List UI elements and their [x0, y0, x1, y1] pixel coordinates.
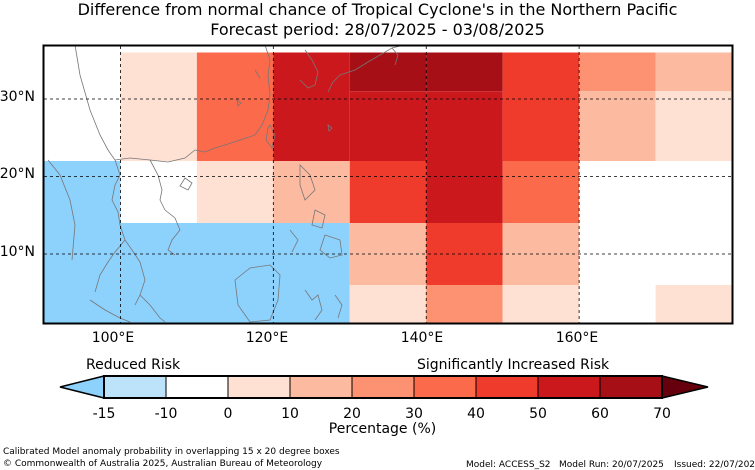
grid-cell [502, 285, 580, 323]
colorbar-axis-label: Percentage (%) [328, 421, 437, 437]
grid-cell [426, 114, 503, 161]
colorbar-tick: 0 [223, 406, 233, 422]
grid-cell [579, 52, 656, 92]
map-frame [42, 44, 734, 325]
footer-issued: Issued: 22/07/2025 [674, 460, 755, 470]
colorbar-tick: 70 [653, 406, 671, 422]
grid-cell [579, 285, 656, 323]
colorbar-tick: 60 [591, 406, 609, 422]
grid-cell [273, 161, 350, 223]
grid-cell [655, 285, 732, 323]
colorbar-tick: 40 [467, 406, 485, 422]
lon-label-120: 120°E [245, 330, 289, 346]
grid-cell [502, 161, 580, 223]
anomaly-grid [44, 52, 732, 323]
grid-cell [349, 52, 427, 92]
colorbar-bin [599, 375, 663, 399]
grid-cell [349, 114, 427, 161]
colorbar-bin [413, 375, 477, 399]
increased-risk-label: Significantly Increased Risk [417, 357, 610, 373]
chart-title: Difference from normal chance of Tropica… [77, 0, 678, 19]
grid-cell [655, 52, 732, 92]
colorbar-bin [475, 375, 539, 399]
colorbar-bin [537, 375, 601, 399]
lon-label-140: 140°E [400, 330, 444, 346]
colorbar-tick: 20 [343, 406, 361, 422]
grid-cell [502, 52, 580, 115]
grid-cell [349, 91, 427, 115]
grid-cell [44, 161, 121, 223]
grid-cell [196, 114, 274, 161]
grid-cell [120, 52, 197, 115]
lon-label-160: 160°E [555, 330, 599, 346]
grid-cell [349, 285, 427, 323]
colorbar-over-arrow [661, 375, 709, 399]
grid-cell [44, 223, 350, 323]
grid-cell [579, 91, 656, 161]
lat-label-30: 30°N [0, 89, 35, 105]
colorbar-bin [289, 375, 353, 399]
lat-label-10: 10°N [0, 244, 35, 260]
colorbar-bin [351, 375, 415, 399]
colorbar-bin [227, 375, 291, 399]
grid-cell [502, 114, 580, 161]
grid-cell [273, 52, 350, 115]
grid-cell [120, 161, 197, 223]
grid-cell [349, 161, 427, 223]
grid-cell [426, 52, 503, 92]
colorbar-tick: 30 [405, 406, 423, 422]
grid-cell [426, 91, 503, 115]
colorbar-tick: 10 [281, 406, 299, 422]
grid-cell [273, 114, 350, 161]
grid-cell [120, 114, 197, 161]
footer-model: Model: ACCESS_S2 [466, 460, 551, 470]
colorbar-tick: 50 [529, 406, 547, 422]
grid-cell [426, 285, 503, 323]
lat-label-20: 20°N [0, 166, 35, 182]
coastline [47, 44, 401, 323]
colorbar-tick: -10 [154, 406, 178, 422]
reduced-risk-label: Reduced Risk [86, 357, 181, 373]
forecast-period: Forecast period: 28/07/2025 - 03/08/2025 [210, 20, 545, 39]
colorbar-outline [103, 375, 663, 399]
footer-model-run: Model Run: 20/07/2025 [559, 460, 664, 470]
colorbar-tick: -15 [92, 406, 116, 422]
gridlines [44, 46, 732, 323]
colorbar-under-arrow [59, 375, 105, 399]
colorbar-bin [103, 375, 167, 399]
grid-cell [655, 91, 732, 161]
lon-label-100: 100°E [91, 330, 135, 346]
grid-cell [44, 114, 121, 161]
colorbar [59, 375, 709, 399]
grid-cell [196, 52, 274, 115]
grid-cell [655, 161, 732, 223]
colorbar-bin [165, 375, 229, 399]
grid-cell [426, 161, 503, 223]
footer-method: Calibrated Model anomaly probability in … [3, 447, 340, 457]
grid-cell [579, 161, 656, 223]
footer-copyright: © Commonwealth of Australia 2025, Austra… [3, 459, 323, 469]
grid-cell [196, 161, 274, 223]
